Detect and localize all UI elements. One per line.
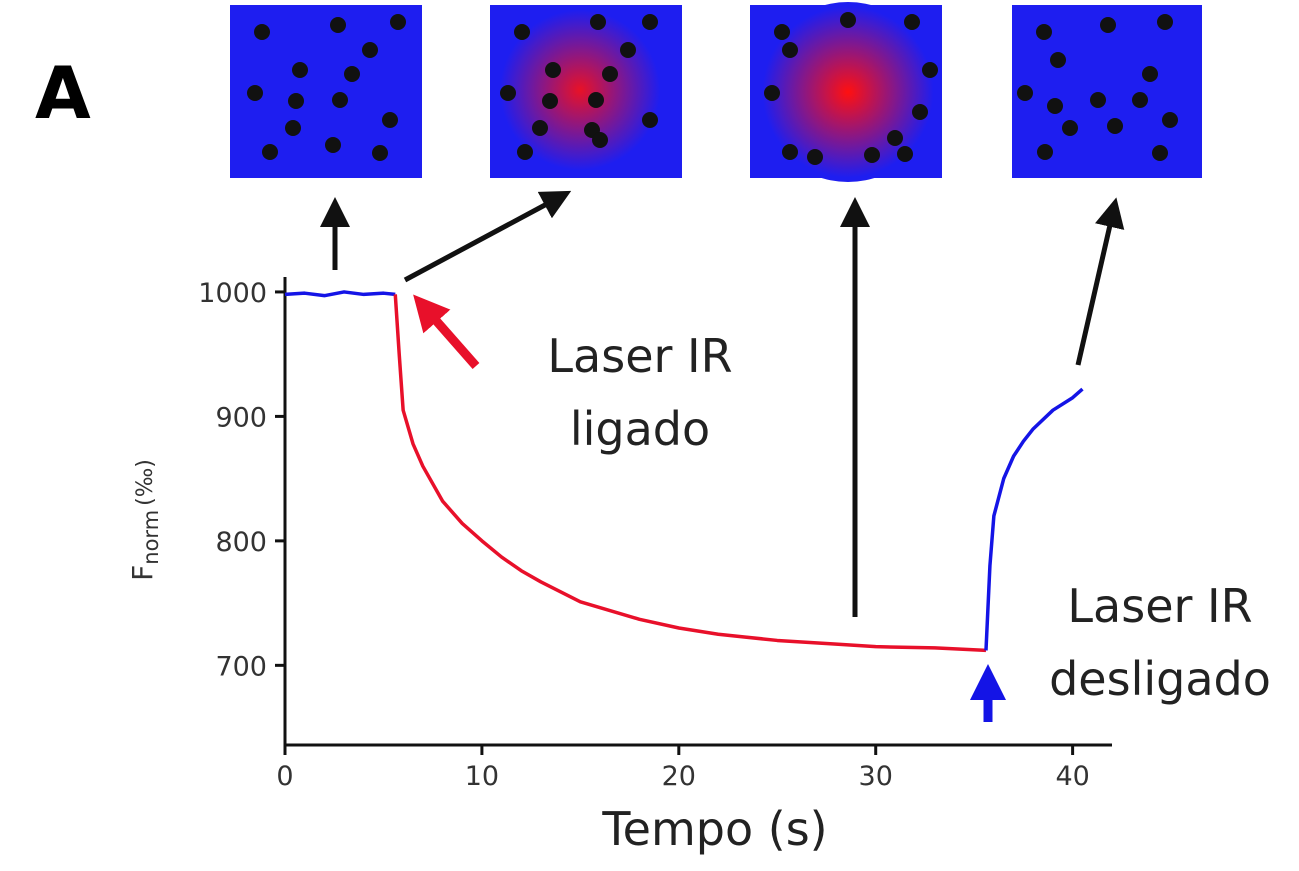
particle: [1036, 24, 1052, 40]
particle: [840, 12, 856, 28]
annotation: desligado: [1049, 652, 1271, 706]
particle: [247, 85, 263, 101]
y-label-main: F: [126, 565, 159, 581]
arrows: [335, 198, 1113, 722]
figure: A Tempo (s) Fnorm (‰) 0 10 20 30 40 700 800 900 1…: [0, 0, 1299, 871]
particle: [542, 93, 558, 109]
particle: [372, 145, 388, 161]
particle: [362, 42, 378, 58]
annotation: Laser IR: [547, 329, 732, 383]
x-tick-label: 40: [1055, 761, 1089, 792]
particle: [774, 24, 790, 40]
particle: [1017, 85, 1033, 101]
illustrations: [230, 2, 1202, 182]
particle: [864, 147, 880, 163]
particle: [642, 14, 658, 30]
particle: [904, 14, 920, 30]
particle: [922, 62, 938, 78]
particle: [390, 14, 406, 30]
particle: [288, 93, 304, 109]
x-tick-label: 20: [662, 761, 696, 792]
particle: [1100, 17, 1116, 33]
particle: [325, 137, 341, 153]
particle: [807, 149, 823, 165]
particle: [1047, 98, 1063, 114]
particle: [1157, 14, 1173, 30]
particle: [330, 17, 346, 33]
particle: [782, 42, 798, 58]
particle: [764, 85, 780, 101]
particle: [897, 146, 913, 162]
y-label-sub: norm: [139, 510, 163, 565]
particle: [887, 130, 903, 146]
particle: [1107, 118, 1123, 134]
particle: [592, 132, 608, 148]
x-axis-label: Tempo (s): [601, 802, 827, 856]
particle: [1152, 145, 1168, 161]
y-label-unit: (‰): [133, 459, 158, 506]
particle: [532, 120, 548, 136]
particle: [1062, 120, 1078, 136]
particle: [602, 66, 618, 82]
particle: [1132, 92, 1148, 108]
particle: [1090, 92, 1106, 108]
arrow: [405, 198, 558, 280]
particle: [545, 62, 561, 78]
x-tick-label: 0: [276, 761, 293, 792]
particle: [642, 112, 658, 128]
y-tick-label: 1000: [198, 278, 267, 309]
data-line: [285, 292, 395, 296]
particle: [588, 92, 604, 108]
particle: [332, 92, 348, 108]
particle: [262, 144, 278, 160]
particle: [254, 24, 270, 40]
particle: [500, 85, 516, 101]
particle: [912, 104, 928, 120]
particle: [285, 120, 301, 136]
particle: [517, 144, 533, 160]
particle: [1050, 52, 1066, 68]
particle: [344, 66, 360, 82]
y-axis-label: Fnorm (‰): [126, 459, 163, 581]
particle: [590, 14, 606, 30]
particle: [514, 24, 530, 40]
arrow: [1078, 212, 1113, 365]
y-tick-label: 900: [215, 402, 267, 433]
annotation: ligado: [570, 402, 710, 456]
particle: [782, 144, 798, 160]
y-tick-label: 700: [215, 651, 267, 682]
laser-on-arrow: [425, 308, 476, 366]
particle: [620, 42, 636, 58]
particle: [382, 112, 398, 128]
panel-label: A: [35, 51, 91, 135]
x-tick-label: 10: [465, 761, 499, 792]
particle: [292, 62, 308, 78]
annotation: Laser IR: [1067, 579, 1252, 633]
particle: [1142, 66, 1158, 82]
particle: [1037, 144, 1053, 160]
particle: [1162, 112, 1178, 128]
y-tick-label: 800: [215, 527, 267, 558]
x-tick-label: 30: [859, 761, 893, 792]
